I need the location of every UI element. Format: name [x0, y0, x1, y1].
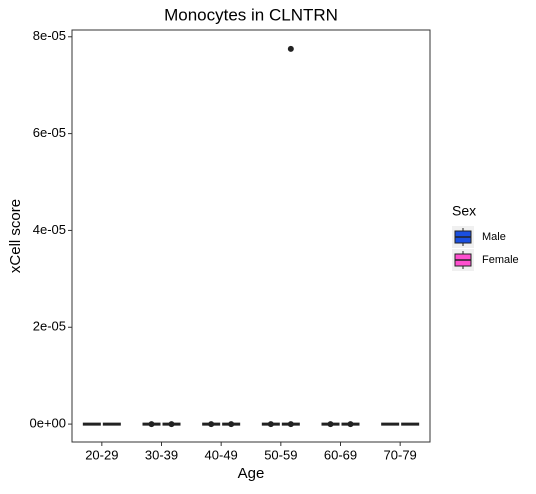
- legend-title: Sex: [452, 203, 476, 219]
- x-tick-label: 40-49: [205, 447, 238, 462]
- outlier: [267, 421, 274, 428]
- outlier: [208, 421, 215, 428]
- y-tick-label: 6e-05: [33, 125, 66, 140]
- outlier: [168, 421, 175, 428]
- y-tick-label: 0e+00: [29, 416, 66, 431]
- outlier: [287, 421, 294, 428]
- x-tick-label: 70-79: [384, 447, 417, 462]
- outlier: [327, 421, 334, 428]
- panel: [71, 29, 431, 443]
- outlier: [347, 421, 354, 428]
- outlier: [287, 45, 294, 52]
- x-axis-title: Age: [238, 465, 265, 482]
- x-tick-label: 50-59: [264, 447, 297, 462]
- x-tick-label: 60-69: [324, 447, 357, 462]
- chart-title: Monocytes in CLNTRN: [164, 5, 338, 24]
- y-axis-title: xCell score: [7, 199, 24, 273]
- y-tick-label: 4e-05: [33, 222, 66, 237]
- x-tick-label: 30-39: [145, 447, 178, 462]
- legend-label: Male: [482, 231, 506, 243]
- y-tick-label: 2e-05: [33, 319, 66, 334]
- legend-label: Female: [482, 254, 519, 266]
- outlier: [228, 421, 235, 428]
- x-tick-label: 20-29: [85, 447, 118, 462]
- y-tick-label: 8e-05: [33, 28, 66, 43]
- outlier: [148, 421, 155, 428]
